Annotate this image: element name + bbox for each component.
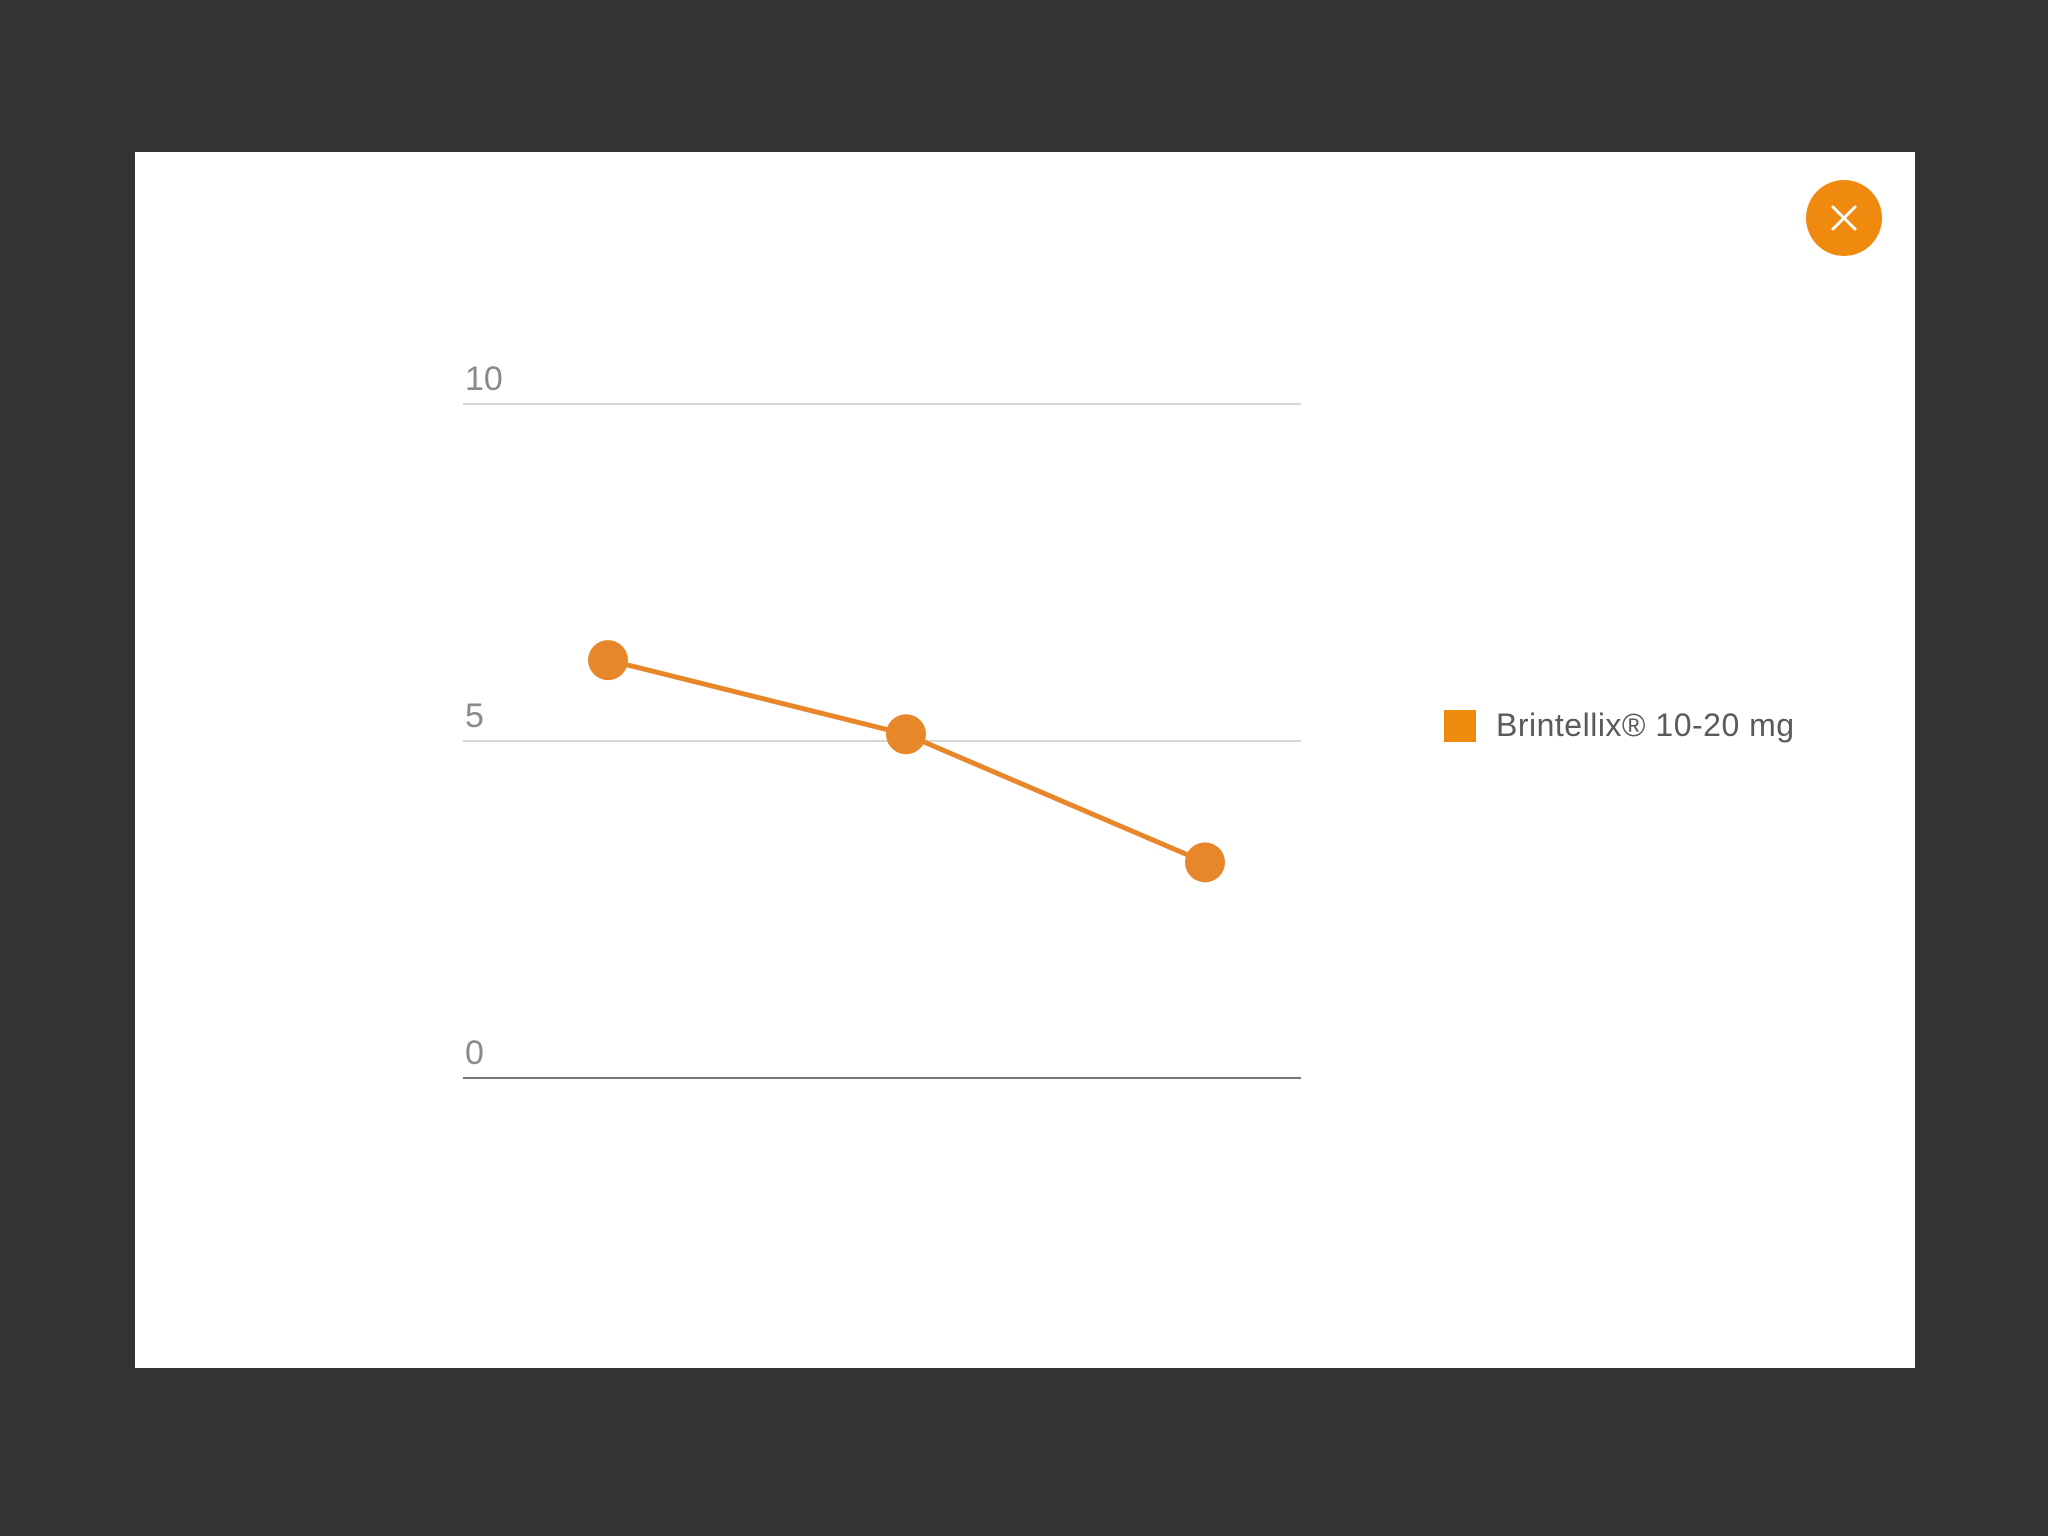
y-tick-label: 10 [465,360,503,398]
data-point [1185,842,1225,883]
data-point [588,640,628,681]
line-chart: 0 5 10 [463,360,1301,1079]
legend-label: Brintellix® 10-20 mg [1496,707,1795,743]
chart-legend: Brintellix® 10-20 mg [1444,707,1795,744]
series-line [607,657,1206,865]
chart-modal: 0 5 10 Brintellix® 10-20 mg [135,152,1915,1368]
y-tick-label: 0 [465,1034,484,1072]
y-tick-label: 5 [465,697,484,735]
chart-series [588,640,1225,883]
chart-grid [463,403,1301,1079]
y-axis-ticks: 0 5 10 [465,360,503,1072]
close-icon [1831,205,1857,231]
legend-swatch [1444,709,1476,742]
close-button[interactable] [1806,180,1882,256]
data-point [886,714,926,755]
